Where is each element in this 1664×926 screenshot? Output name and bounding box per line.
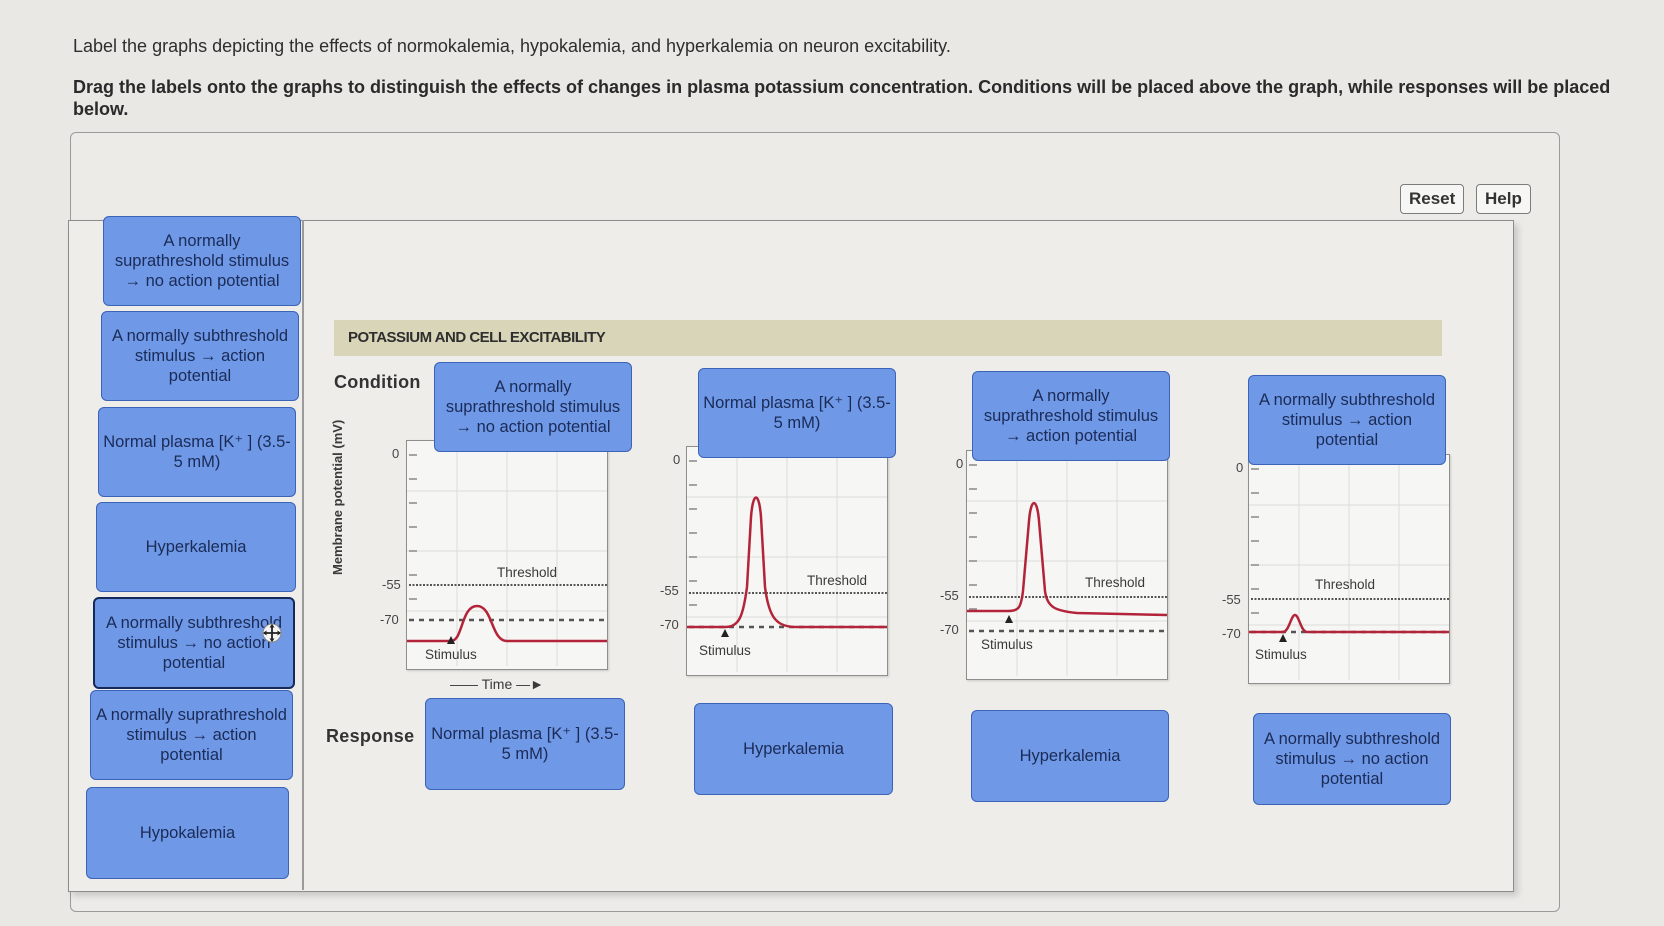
graph-4-response-label[interactable]: A normally subthreshold stimulus → no ac… xyxy=(1253,713,1451,805)
stimulus-label: Stimulus xyxy=(1255,647,1307,662)
y-tick-minus-70: -70 xyxy=(380,612,399,627)
y-tick-0: 0 xyxy=(392,446,400,461)
stimulus-label: Stimulus xyxy=(981,637,1033,652)
reset-button[interactable]: Reset xyxy=(1400,184,1465,214)
time-label: Time xyxy=(481,676,513,692)
y-tick-minus-55: -55 xyxy=(940,588,959,603)
graph-3: Threshold Stimulus xyxy=(966,450,1168,680)
graph-1-condition-label[interactable]: A normally suprathreshold stimulus → no … xyxy=(434,362,632,452)
stimulus-label: Stimulus xyxy=(425,647,477,662)
label-text: Hyperkalemia xyxy=(1019,747,1121,765)
instruction-line-1: Label the graphs depicting the effects o… xyxy=(73,36,951,56)
stimulus-label: Stimulus xyxy=(699,643,751,658)
y-tick-minus-55: -55 xyxy=(1222,592,1241,607)
bank-label-suprathreshold-ap[interactable]: A normally suprathreshold stimulus → act… xyxy=(90,690,293,780)
bank-label-hypokalemia[interactable]: Hypokalemia xyxy=(86,787,289,879)
graph-2-plot xyxy=(687,452,887,672)
label-bank-divider xyxy=(302,220,304,890)
label-text: Normal plasma [K⁺ ] (3.5-5 mM) xyxy=(703,394,891,432)
graph-1: Threshold Stimulus xyxy=(406,440,608,670)
graph-4-plot xyxy=(1249,460,1449,680)
threshold-label: Threshold xyxy=(1315,577,1376,592)
time-line-left: —— xyxy=(450,676,478,692)
label-text: Normal plasma [K⁺ ] (3.5-5 mM) xyxy=(103,433,291,471)
label-text: A normally subthreshold stimulus → no ac… xyxy=(1263,730,1441,788)
graph-2: Threshold Stimulus xyxy=(686,446,888,676)
graph-4: Threshold Stimulus xyxy=(1248,454,1450,684)
label-text: A normally subthreshold stimulus → actio… xyxy=(1258,391,1436,449)
threshold-label: Threshold xyxy=(497,565,558,580)
figure-title: POTASSIUM AND CELL EXCITABILITY xyxy=(334,320,1442,356)
bank-label-suprathreshold-no-ap[interactable]: A normally suprathreshold stimulus → no … xyxy=(103,216,301,306)
graph-1-plot xyxy=(407,446,607,666)
graph-1-response-label[interactable]: Normal plasma [K⁺ ] (3.5-5 mM) xyxy=(425,698,625,790)
label-text: Hyperkalemia xyxy=(743,740,844,758)
instruction-line-2: Drag the labels onto the graphs to disti… xyxy=(73,77,1611,119)
response-row-label: Response xyxy=(326,726,415,746)
label-text: A normally suprathreshold stimulus → no … xyxy=(445,378,621,436)
label-text: Hyperkalemia xyxy=(145,538,247,556)
label-text: Normal plasma [K⁺ ] (3.5-5 mM) xyxy=(431,725,619,763)
bank-label-subthreshold-no-ap[interactable]: A normally subthreshold stimulus → no ac… xyxy=(93,597,295,689)
x-axis-title: —— Time —► xyxy=(450,676,544,692)
label-text: A normally suprathreshold stimulus → act… xyxy=(983,387,1159,445)
label-text: A normally suprathreshold stimulus → no … xyxy=(114,232,290,290)
y-tick-minus-70: -70 xyxy=(660,617,679,632)
label-text: A normally subthreshold stimulus → no ac… xyxy=(105,614,283,672)
graph-3-response-label[interactable]: Hyperkalemia xyxy=(971,710,1169,802)
graph-4-condition-label[interactable]: A normally subthreshold stimulus → actio… xyxy=(1248,375,1446,465)
graph-2-condition-label[interactable]: Normal plasma [K⁺ ] (3.5-5 mM) xyxy=(698,368,896,458)
y-tick-minus-55: -55 xyxy=(382,577,401,592)
y-tick-0: 0 xyxy=(673,452,681,467)
threshold-label: Threshold xyxy=(807,573,868,588)
y-tick-minus-70: -70 xyxy=(940,622,959,637)
graph-2-response-label[interactable]: Hyperkalemia xyxy=(694,703,893,795)
bank-label-subthreshold-ap[interactable]: A normally subthreshold stimulus → actio… xyxy=(101,311,299,401)
label-text: A normally subthreshold stimulus → actio… xyxy=(111,327,289,385)
time-arrow-icon: —► xyxy=(516,676,544,692)
label-text: A normally suprathreshold stimulus → act… xyxy=(96,706,287,764)
help-button[interactable]: Help xyxy=(1476,184,1531,214)
condition-row-label: Condition xyxy=(334,372,421,392)
bank-label-hyperkalemia[interactable]: Hyperkalemia xyxy=(96,502,296,592)
y-axis-title: Membrane potential (mV) xyxy=(330,419,345,575)
threshold-label: Threshold xyxy=(1085,575,1146,590)
y-tick-0: 0 xyxy=(1236,460,1244,475)
label-text: Hypokalemia xyxy=(139,824,236,842)
bank-label-normal-plasma-k[interactable]: Normal plasma [K⁺ ] (3.5-5 mM) xyxy=(98,407,296,497)
y-tick-minus-55: -55 xyxy=(660,583,679,598)
graph-3-plot xyxy=(967,456,1167,676)
y-tick-minus-70: -70 xyxy=(1222,626,1241,641)
move-cursor-icon xyxy=(262,623,282,643)
graph-3-condition-label[interactable]: A normally suprathreshold stimulus → act… xyxy=(972,371,1170,461)
y-tick-0: 0 xyxy=(956,456,964,471)
